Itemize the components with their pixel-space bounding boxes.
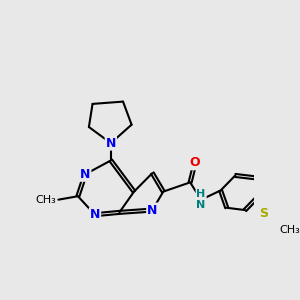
Text: N: N xyxy=(80,168,90,181)
Text: N: N xyxy=(106,136,116,150)
Text: N: N xyxy=(90,208,100,221)
Text: S: S xyxy=(259,207,268,220)
Text: CH₃: CH₃ xyxy=(279,225,300,235)
Text: CH₃: CH₃ xyxy=(35,195,56,205)
Text: N: N xyxy=(147,204,158,217)
Text: O: O xyxy=(190,156,200,169)
Text: H
N: H N xyxy=(196,189,206,211)
